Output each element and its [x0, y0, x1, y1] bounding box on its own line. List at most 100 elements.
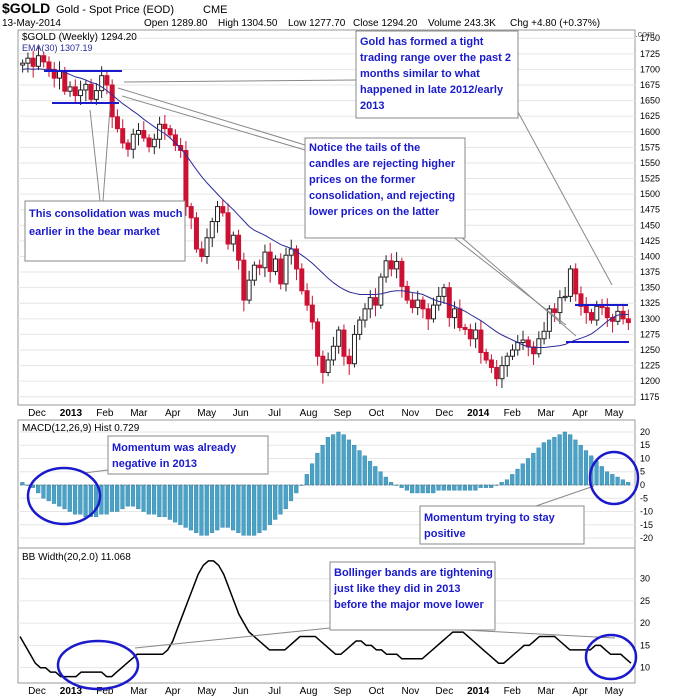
x-label: Nov [401, 408, 419, 419]
price-tick-label: 1575 [640, 142, 660, 152]
macd-bar [246, 484, 251, 536]
bollinger-note: Bollinger bands are tightening just like… [334, 567, 493, 611]
macd-bar [62, 484, 67, 510]
macd-bar [373, 466, 378, 486]
macd-bar [515, 468, 520, 486]
macd-bar [115, 484, 120, 512]
macd-bar [304, 474, 309, 486]
macd-bar [199, 484, 204, 536]
consolidation-box [24, 200, 186, 262]
macd-bar [167, 484, 172, 520]
candle [536, 331, 542, 358]
candle [130, 128, 136, 159]
macd-bar [473, 484, 478, 491]
macd-bar [67, 484, 72, 512]
x-label: Mar [130, 686, 148, 697]
macd-axis: -20 -15 -10 -5 0 5 10 15 20 [640, 427, 653, 543]
candle [225, 203, 231, 250]
x-label: Apr [572, 686, 588, 697]
x-label: Sep [334, 408, 352, 419]
candle [67, 81, 73, 97]
x-label: Dec [28, 686, 46, 697]
candle [267, 242, 273, 283]
candle [383, 255, 389, 283]
candle [283, 247, 289, 292]
x-label: 2013 [60, 686, 83, 697]
macd-bar [130, 484, 136, 507]
candle [315, 318, 321, 366]
macd-bar [399, 484, 404, 488]
price-tick-label: 1700 [640, 64, 660, 74]
macd-bar [457, 484, 462, 491]
macd-bar [188, 484, 194, 531]
candle [494, 359, 500, 387]
macd-bar [552, 437, 557, 486]
price-axis: 1175 1200 1225 1250 1275 1300 1325 1350 1375 1400… [640, 33, 660, 402]
macd-bar [378, 471, 383, 486]
candle [146, 134, 152, 153]
candle [41, 51, 47, 68]
candle [278, 253, 284, 290]
candle [578, 286, 584, 316]
candle [404, 280, 410, 304]
macd-bar [283, 484, 288, 510]
price-tick-label: 1200 [640, 376, 660, 386]
tails-box [304, 137, 466, 239]
macd-histogram [20, 431, 631, 536]
candle [388, 253, 394, 277]
candle [394, 252, 400, 279]
macd-bar [267, 484, 273, 525]
macd-bar [410, 484, 415, 494]
macd-bar [109, 484, 115, 512]
macd-bar [362, 455, 367, 486]
x-label: Apr [165, 408, 181, 419]
candle [136, 123, 142, 146]
price-tick-label: 1350 [640, 283, 660, 293]
x-label: Feb [504, 686, 522, 697]
tails-note: Notice the tails of the candles are reje… [309, 142, 456, 218]
gold-range-box [355, 30, 519, 119]
macd-bar [568, 434, 573, 486]
price-tick-label: 1600 [640, 127, 660, 137]
macd-bar [157, 484, 162, 518]
candle [183, 141, 189, 216]
macd-bar [288, 484, 294, 502]
candle [462, 323, 468, 336]
x-label: Nov [401, 686, 419, 697]
candle [562, 287, 568, 302]
x-label: Aug [300, 686, 318, 697]
price-tick-label: 1675 [640, 80, 660, 90]
ema-line [22, 68, 629, 348]
macd-bar [278, 484, 283, 515]
macd-bar [610, 474, 615, 486]
candle [499, 356, 505, 389]
candle [504, 352, 510, 377]
macd-bar [615, 476, 620, 486]
candle [604, 298, 610, 327]
momentum-negative-box [107, 435, 269, 475]
bbwidth-x-labels: Dec 2013 Feb Mar Apr May Jun Jul Aug Sep Oct Nov Dec… [28, 686, 623, 697]
macd-bar [441, 484, 446, 491]
bbwidth-tick-label: 10 [640, 663, 650, 673]
x-label: May [197, 686, 216, 697]
candle [483, 348, 489, 364]
x-label: May [197, 408, 216, 419]
macd-bar [357, 450, 362, 486]
candle [251, 261, 257, 286]
macd-bar [557, 434, 562, 486]
candle [588, 308, 594, 324]
momentum-negative-note: Momentum was already negative in 2013 [112, 442, 237, 470]
candles [20, 46, 631, 389]
macd-bar [120, 484, 125, 510]
candle [509, 344, 515, 360]
macd-circle-2013 [26, 466, 102, 526]
macd-bar [262, 484, 267, 531]
macd-bar [468, 484, 473, 491]
macd-bar [125, 484, 130, 507]
candle [341, 324, 347, 366]
bollinger-box [329, 561, 496, 631]
price-tick-label: 1525 [640, 174, 660, 184]
price-tick-label: 1375 [640, 267, 660, 277]
macd-bar [151, 484, 157, 515]
macd-bar [489, 484, 494, 488]
